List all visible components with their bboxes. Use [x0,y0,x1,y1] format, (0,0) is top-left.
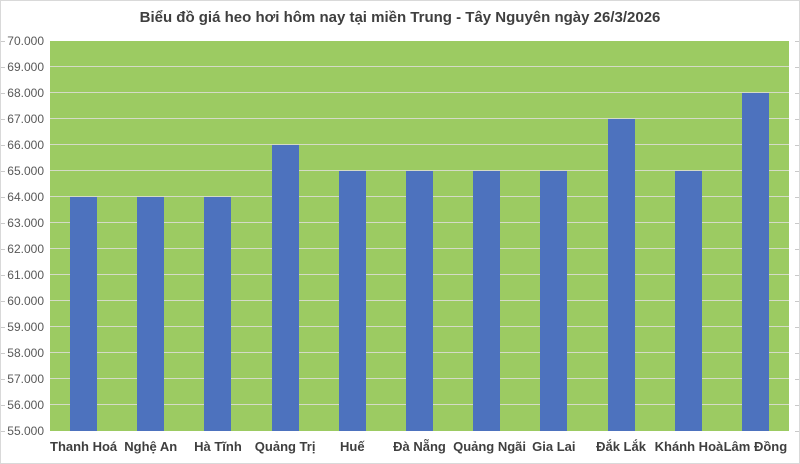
y-axis-tick-label: 61.000 [7,268,44,282]
y-axis-tick-label: 60.000 [7,294,44,308]
axis-edge-tick [795,353,799,354]
bar [674,171,702,431]
axis-edge-tick [1,301,5,302]
x-axis-category-label: Đà Nẵng [393,439,446,454]
y-axis-tick-label: 58.000 [7,346,44,360]
x-axis-category-label: Gia Lai [532,439,576,454]
axis-edge-tick [795,119,799,120]
y-axis-tick-label: 65.000 [7,164,44,178]
axis-edge-tick [795,405,799,406]
y-axis-tick-label: 57.000 [7,372,44,386]
x-axis-category-label: Khánh Hoà [654,439,724,454]
x-axis-category-label: Thanh Hoá [50,439,118,454]
gridline [50,170,789,171]
axis-edge-tick [795,145,799,146]
y-axis-tick-label: 62.000 [7,242,44,256]
y-axis-tick-label: 64.000 [7,190,44,204]
axis-edge-tick [1,275,5,276]
axis-edge-tick [1,41,5,42]
bar [741,93,769,431]
axis-edge-tick [795,197,799,198]
bar [540,171,568,431]
axis-edge-tick [1,353,5,354]
axis-edge-tick [1,119,5,120]
y-axis-tick-label: 63.000 [7,216,44,230]
y-axis-tick-label: 70.000 [7,34,44,48]
y-axis-tick-label: 67.000 [7,112,44,126]
bar [406,171,433,431]
x-axis-category-label: Hà Tĩnh [194,439,242,454]
axis-edge-tick [1,431,5,432]
x-axis-category-label: Huế [340,439,365,454]
bar [70,197,98,431]
axis-edge-tick [1,197,5,198]
axis-edge-tick [1,249,5,250]
gridline [50,92,789,93]
y-axis-tick-label: 55.000 [7,424,44,438]
y-axis-tick-label: 56.000 [7,398,44,412]
bar [137,197,165,431]
x-axis-category-label: Quảng Ngãi [453,439,527,454]
bar [607,119,635,431]
axis-edge-tick [795,431,799,432]
x-axis-category-label: Quảng Trị [254,439,316,454]
axis-edge-tick [795,223,799,224]
x-axis-category-label: Nghệ An [124,439,178,454]
x-axis-category-label: Đắk Lắk [596,439,646,454]
axis-edge-tick [795,379,799,380]
y-axis-tick-label: 68.000 [7,86,44,100]
y-axis-tick-label: 59.000 [7,320,44,334]
axis-edge-tick [1,327,5,328]
gridline [50,144,789,145]
axis-edge-tick [795,249,799,250]
bar [271,145,299,431]
gridline [50,118,789,119]
axis-edge-tick [1,405,5,406]
axis-edge-tick [795,41,799,42]
axis-edge-tick [795,327,799,328]
bar [338,171,366,431]
axis-edge-tick [795,171,799,172]
plot-area [50,41,789,431]
chart-title: Biểu đồ giá heo hơi hôm nay tại miền Tru… [139,9,661,26]
axis-edge-tick [1,145,5,146]
y-axis-tick-label: 69.000 [7,60,44,74]
y-axis-tick-label: 66.000 [7,138,44,152]
axis-edge-tick [795,301,799,302]
x-axis-category-label: Lâm Đồng [723,439,788,454]
axis-edge-tick [795,275,799,276]
bar [473,171,501,431]
axis-edge-tick [1,67,5,68]
bar [204,197,232,431]
axis-edge-tick [1,379,5,380]
axis-edge-tick [1,171,5,172]
gridline [50,66,789,67]
axis-edge-tick [1,223,5,224]
axis-edge-tick [1,93,5,94]
axis-edge-tick [795,67,799,68]
axis-edge-tick [795,93,799,94]
